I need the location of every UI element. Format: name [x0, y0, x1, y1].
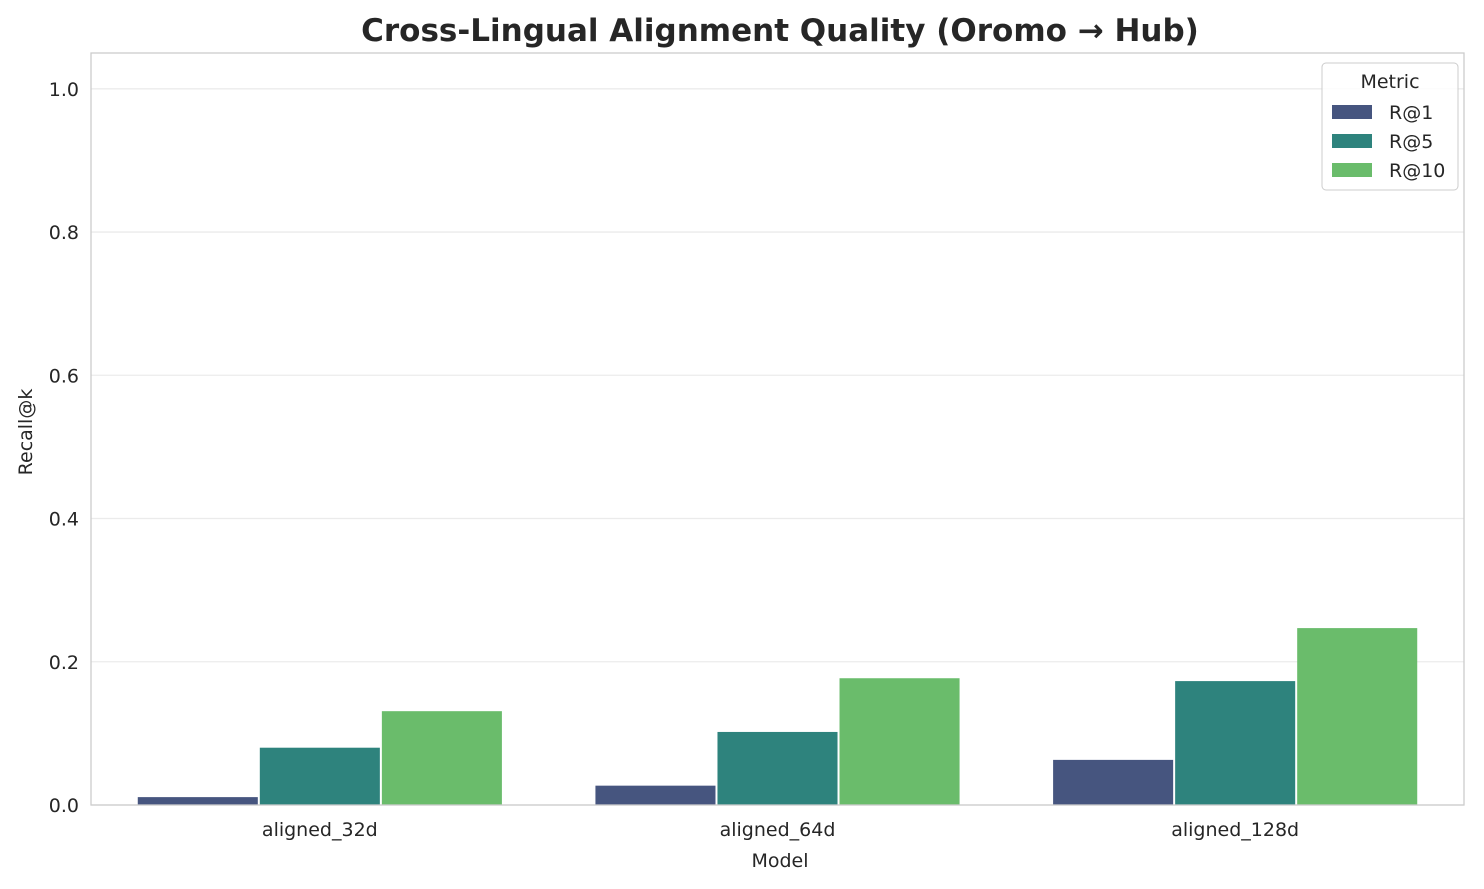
- bar-R@10-aligned_64d: [839, 678, 960, 805]
- legend-title: Metric: [1360, 71, 1419, 93]
- legend-label: R@5: [1389, 131, 1433, 153]
- legend-box: [1321, 62, 1459, 191]
- x-tick-label: aligned_32d: [262, 819, 378, 841]
- bar-R@10-aligned_32d: [381, 711, 502, 805]
- y-tick-label: 1.0: [49, 79, 79, 101]
- y-tick-label: 0.2: [49, 652, 79, 674]
- y-axis-label: Recall@k: [15, 389, 37, 476]
- chart-title: Cross-Lingual Alignment Quality (Oromo →…: [361, 13, 1199, 49]
- y-tick-label: 0.0: [49, 795, 79, 817]
- bar-R@1-aligned_128d: [1053, 759, 1174, 805]
- legend-label: R@1: [1389, 102, 1433, 124]
- legend: Metric R@1 R@5 R@10: [1321, 62, 1459, 191]
- bar-R@5-aligned_64d: [717, 731, 838, 805]
- y-tick-label: 0.6: [49, 365, 79, 387]
- x-tick-label: aligned_128d: [1171, 819, 1299, 841]
- legend-swatch: [1332, 163, 1372, 177]
- legend-swatch: [1332, 134, 1372, 148]
- legend-swatch: [1332, 105, 1372, 119]
- bar-R@10-aligned_128d: [1297, 628, 1418, 805]
- bar-R@5-aligned_128d: [1175, 681, 1296, 805]
- bar-R@5-aligned_32d: [259, 747, 380, 805]
- y-tick-label: 0.8: [49, 222, 79, 244]
- y-tick-label: 0.4: [49, 509, 79, 531]
- legend-label: R@10: [1389, 160, 1445, 182]
- x-axis-label: Model: [751, 850, 808, 872]
- bar-R@1-aligned_64d: [595, 785, 716, 805]
- plot-frame: [90, 52, 1465, 806]
- bar-R@1-aligned_32d: [137, 797, 258, 805]
- x-tick-label: aligned_64d: [720, 819, 836, 841]
